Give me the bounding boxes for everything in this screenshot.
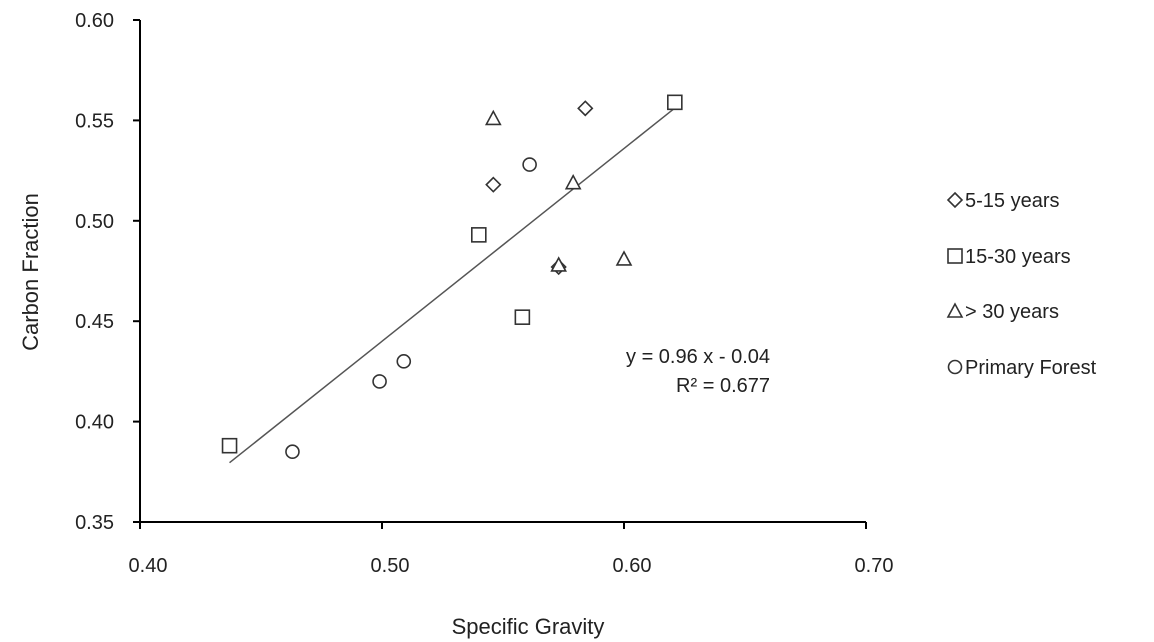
data-point-triangle <box>550 256 567 272</box>
data-point-diamond <box>577 100 594 117</box>
legend-marker-square <box>947 248 963 264</box>
legend: 5-15 years 15-30 years > 30 years Primar… <box>946 190 1097 379</box>
y-tick-label: 0.35 <box>75 512 114 534</box>
legend-label-15-30-years: 15-30 years <box>965 246 1071 268</box>
x-tick-label: 0.70 <box>855 555 894 577</box>
data-point-circle <box>372 374 387 389</box>
y-tick-label: 0.55 <box>75 110 114 132</box>
x-tick-label: 0.50 <box>371 555 410 577</box>
y-tick-label: 0.60 <box>75 10 114 32</box>
data-points <box>221 94 683 460</box>
data-point-square <box>470 227 487 243</box>
legend-item-over-30-years: > 30 years <box>946 301 1059 323</box>
data-point-square <box>221 437 238 454</box>
y-axis-title: Carbon Fraction <box>18 193 43 351</box>
legend-marker-circle <box>947 359 963 375</box>
y-tick-label: 0.40 <box>75 412 114 434</box>
y-tick-label: 0.45 <box>75 311 114 333</box>
trendline-equation: y = 0.96 x - 0.04 <box>626 346 770 368</box>
data-point-triangle <box>615 250 633 266</box>
legend-label-primary-forest: Primary Forest <box>965 357 1097 379</box>
legend-marker-triangle <box>946 302 964 318</box>
data-point-triangle <box>564 173 582 190</box>
legend-marker-diamond <box>946 191 964 209</box>
legend-item-primary-forest: Primary Forest <box>947 357 1097 379</box>
trendline-group <box>229 107 676 464</box>
legend-label-over-30-years: > 30 years <box>965 301 1059 323</box>
x-tick-label: 0.60 <box>613 555 652 577</box>
trendline <box>229 107 676 464</box>
axes <box>139 20 866 523</box>
data-point-triangle <box>484 109 502 126</box>
y-axis-ticks: 0.35 0.40 0.45 0.50 0.55 0.60 <box>75 10 140 534</box>
y-tick-label: 0.50 <box>75 211 114 233</box>
legend-label-5-15-years: 5-15 years <box>965 190 1060 212</box>
trendline-r-squared: R² = 0.677 <box>676 375 770 397</box>
legend-item-5-15-years: 5-15 years <box>946 190 1060 212</box>
data-point-diamond <box>485 176 502 193</box>
data-point-square <box>514 309 531 325</box>
x-axis-ticks: 0.40 0.50 0.60 0.70 <box>129 522 894 577</box>
x-axis-title: Specific Gravity <box>452 614 605 639</box>
data-point-circle <box>285 444 300 460</box>
x-tick-label: 0.40 <box>129 555 168 577</box>
data-point-circle <box>522 157 537 172</box>
legend-item-15-30-years: 15-30 years <box>947 246 1071 268</box>
data-point-square <box>667 94 683 111</box>
data-point-circle <box>396 354 412 369</box>
